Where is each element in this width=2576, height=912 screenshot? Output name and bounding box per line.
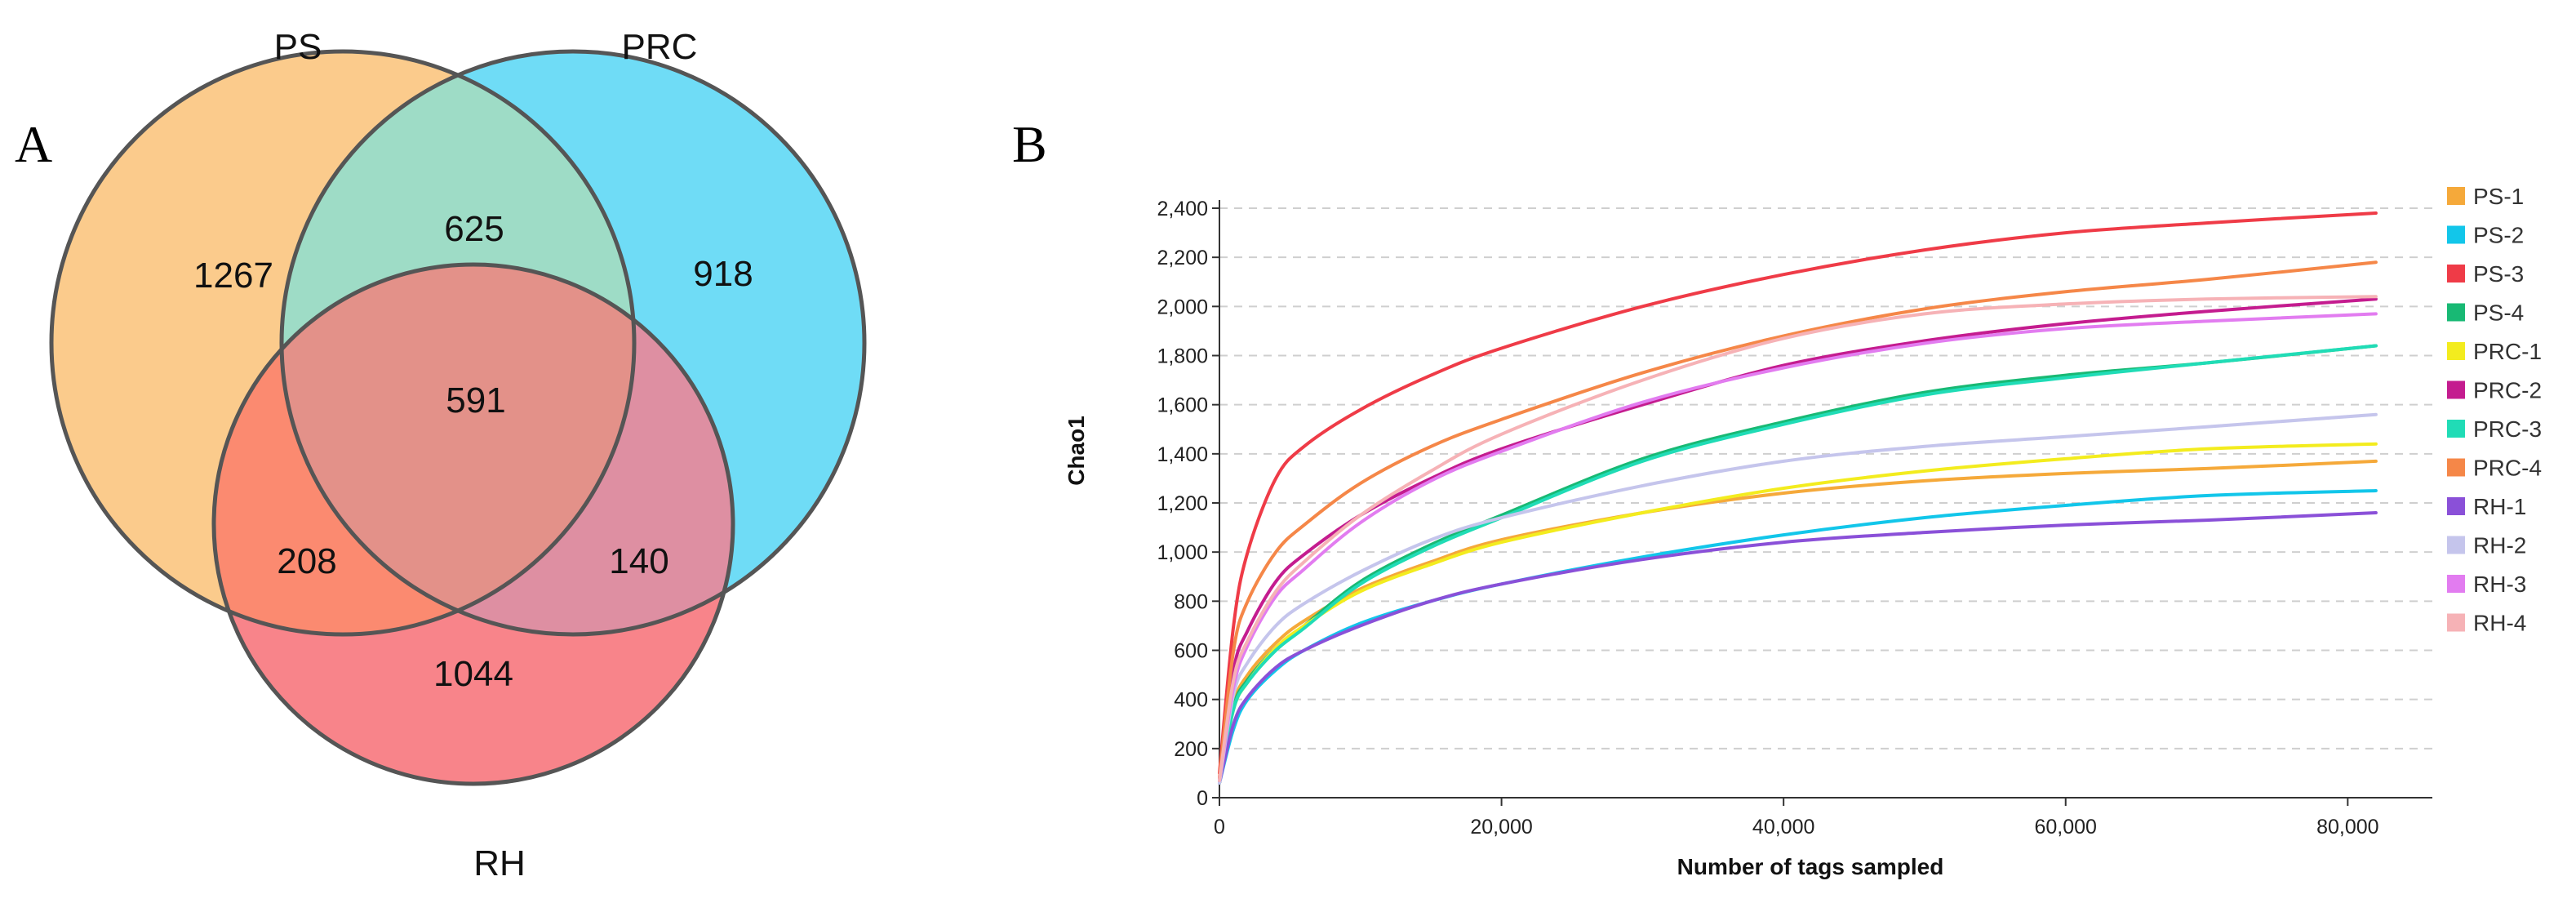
legend: PS-1 PS-2 PS-3 PS-4 PRC-1 PRC-2 PRC-3 PRC-4 RH-1… [2447, 184, 2542, 636]
venn-outline-rh [211, 262, 735, 786]
venn-count-ps-rh: 208 [277, 541, 336, 581]
y-axis-title: Chao1 [1064, 416, 1089, 486]
legend-label-prc-2[interactable]: PRC-2 [2473, 378, 2542, 403]
venn-count-ps-only: 1267 [193, 256, 273, 296]
series-line-rh-1 [1218, 511, 2378, 785]
legend-swatch-ps-2[interactable] [2447, 225, 2465, 244]
venn-label-rh: RH [473, 843, 526, 883]
legend-label-rh-1[interactable]: RH-1 [2473, 494, 2526, 519]
legend-label-ps-2[interactable]: PS-2 [2473, 223, 2524, 248]
series-line-ps-3 [1218, 211, 2378, 775]
y-tick-label: 1,000 [1157, 541, 1208, 564]
y-tick-label: 800 [1174, 590, 1208, 613]
series-line-rh-3 [1218, 312, 2378, 782]
venn-outline-prc [279, 49, 867, 637]
legend-label-ps-1[interactable]: PS-1 [2473, 184, 2524, 209]
series-line-ps-2 [1218, 489, 2378, 785]
y-tick-label: 1,800 [1157, 345, 1208, 368]
legend-swatch-prc-3[interactable] [2447, 420, 2465, 438]
legend-swatch-ps-4[interactable] [2447, 303, 2465, 322]
x-tick-label: 60,000 [2035, 816, 2097, 839]
legend-label-prc-3[interactable]: PRC-3 [2473, 416, 2542, 442]
legend-swatch-rh-2[interactable] [2447, 536, 2465, 554]
legend-swatch-rh-1[interactable] [2447, 497, 2465, 515]
x-tick-label: 40,000 [1752, 816, 1814, 839]
series-lines [1218, 211, 2378, 785]
legend-swatch-rh-4[interactable] [2447, 613, 2465, 632]
legend-label-ps-3[interactable]: PS-3 [2473, 261, 2524, 287]
y-tick-label: 1,600 [1157, 394, 1208, 417]
grid-lines [1219, 207, 2432, 750]
y-tick-label: 2,200 [1157, 247, 1208, 269]
series-line-rh-2 [1218, 412, 2378, 785]
legend-label-rh-4[interactable]: RH-4 [2473, 611, 2526, 636]
venn-label-prc: PRC [622, 27, 698, 67]
y-tick-label: 0 [1197, 787, 1208, 810]
series-line-prc-4 [1218, 260, 2378, 780]
legend-swatch-prc-1[interactable] [2447, 342, 2465, 360]
venn-count-all: 591 [446, 380, 505, 420]
legend-label-rh-3[interactable]: RH-3 [2473, 572, 2526, 597]
venn-count-rh-only: 1044 [433, 654, 513, 694]
y-tick-label: 1,400 [1157, 443, 1208, 466]
y-tick-label: 2,000 [1157, 296, 1208, 318]
series-line-rh-4 [1218, 295, 2378, 782]
series-line-prc-2 [1218, 297, 2378, 780]
panel-letter-b: B [1012, 115, 1047, 173]
legend-swatch-prc-2[interactable] [2447, 380, 2465, 399]
venn-count-prc-only: 918 [693, 254, 753, 294]
y-tick-label: 200 [1174, 738, 1208, 761]
legend-label-prc-4[interactable]: PRC-4 [2473, 456, 2542, 481]
legend-swatch-rh-3[interactable] [2447, 575, 2465, 593]
legend-label-rh-2[interactable]: RH-2 [2473, 533, 2526, 558]
venn-label-ps: PS [274, 27, 322, 67]
y-tick-label: 600 [1174, 640, 1208, 663]
legend-swatch-ps-1[interactable] [2447, 187, 2465, 205]
venn-count-prc-rh: 140 [609, 541, 668, 581]
x-axis-title: Number of tags sampled [1677, 854, 1944, 879]
series-line-prc-3 [1218, 344, 2378, 785]
legend-swatch-prc-4[interactable] [2447, 458, 2465, 477]
y-tick-label: 1,200 [1157, 492, 1208, 515]
x-tick-label: 0 [1214, 816, 1225, 839]
venn-count-ps-prc: 625 [444, 209, 504, 249]
legend-label-ps-4[interactable]: PS-4 [2473, 300, 2524, 326]
x-tick-label: 80,000 [2316, 816, 2378, 839]
panel-letter-a: A [15, 115, 52, 173]
rarefaction-chart: 0 200 400 600 800 1,000 1,200 1,400 1,600 1,800 2,… [1064, 184, 2542, 879]
venn-outline-ps [49, 49, 637, 637]
legend-swatch-ps-3[interactable] [2447, 265, 2465, 282]
y-tick-label: 2,400 [1157, 198, 1208, 220]
x-tick-label: 20,000 [1470, 816, 1532, 839]
series-line-ps-1 [1218, 459, 2378, 785]
venn-region-all [282, 265, 634, 634]
legend-label-prc-1[interactable]: PRC-1 [2473, 339, 2542, 364]
venn-diagram: PS PRC RH 1267 918 625 591 208 140 1044 [49, 27, 867, 883]
y-tick-label: 400 [1174, 689, 1208, 712]
axes: 0 200 400 600 800 1,000 1,200 1,400 1,600 1,800 2,… [1157, 198, 2432, 839]
